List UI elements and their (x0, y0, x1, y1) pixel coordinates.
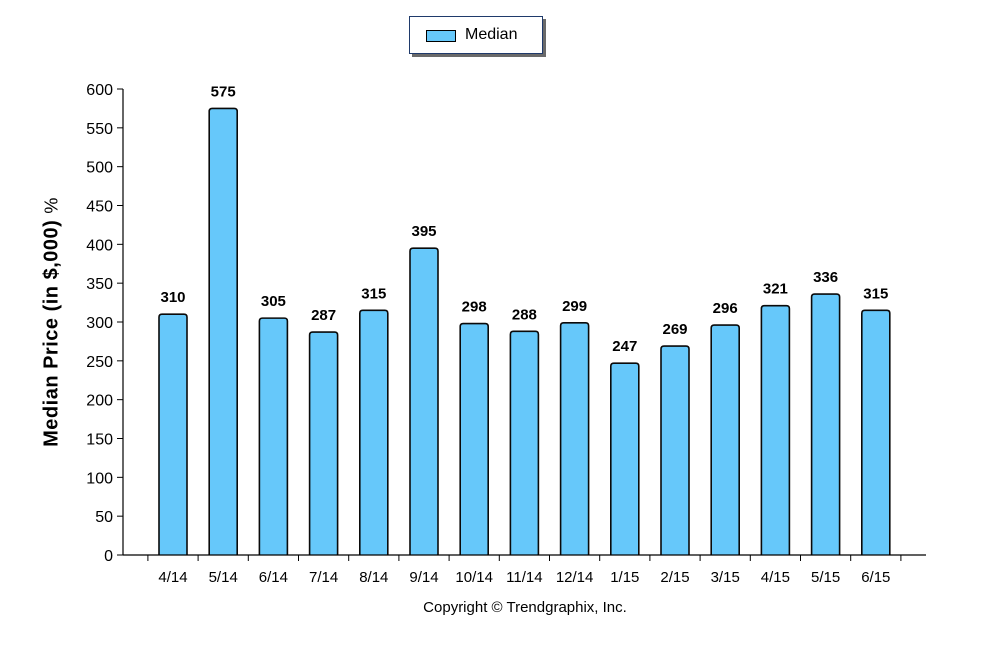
x-tick-label: 6/15 (861, 569, 890, 586)
y-tick-label: 100 (86, 470, 113, 487)
data-label: 336 (813, 269, 838, 286)
copyright-notice: Copyright © Trendgraphix, Inc. (423, 599, 627, 616)
bar (610, 362, 640, 555)
x-tick-label: 2/15 (660, 569, 689, 586)
bar (509, 330, 540, 555)
x-tick-label: 8/14 (359, 569, 388, 586)
legend-label-median: Median (465, 26, 518, 43)
bar (359, 309, 389, 555)
x-tick-label: 6/14 (259, 569, 288, 586)
bar (158, 313, 188, 555)
x-tick-label: 4/15 (761, 569, 790, 586)
data-label: 287 (311, 307, 336, 324)
x-tick-label: 12/14 (556, 569, 594, 586)
y-tick-label: 250 (86, 354, 113, 371)
data-label: 299 (562, 298, 587, 315)
data-label: 575 (211, 83, 236, 100)
legend: Median (409, 16, 543, 54)
data-label: 315 (863, 285, 888, 302)
legend-swatch-median (426, 30, 456, 42)
bar (459, 322, 489, 555)
y-tick-label: 0 (104, 548, 113, 565)
y-tick-label: 550 (86, 121, 113, 138)
y-tick-label: 150 (86, 432, 113, 449)
x-tick-label: 5/14 (209, 569, 238, 586)
x-tick-label: 4/14 (158, 569, 187, 586)
data-label: 298 (462, 299, 487, 316)
x-tick-label: 9/14 (409, 569, 438, 586)
bar (760, 304, 791, 555)
data-label: 296 (713, 300, 738, 317)
bar (258, 317, 289, 555)
bar (710, 324, 740, 555)
data-label: 305 (261, 293, 286, 310)
data-label: 247 (612, 338, 637, 355)
y-tick-label: 350 (86, 276, 113, 293)
bar (208, 107, 238, 555)
data-label: 321 (763, 281, 788, 298)
y-tick-label: 450 (86, 199, 113, 216)
y-tick-label: 200 (86, 393, 113, 410)
x-tick-label: 7/14 (309, 569, 338, 586)
y-tick-label: 500 (86, 160, 113, 177)
y-tick-label: 50 (95, 509, 113, 526)
x-tick-label: 1/15 (610, 569, 639, 586)
y-tick-label: 400 (86, 237, 113, 254)
bar (660, 345, 690, 555)
data-label: 315 (361, 285, 386, 302)
x-tick-label: 10/14 (455, 569, 493, 586)
data-label: 269 (662, 321, 687, 338)
data-label: 310 (160, 289, 185, 306)
bar (861, 309, 891, 555)
x-tick-label: 11/14 (506, 569, 542, 586)
bar (810, 293, 841, 555)
y-tick-label: 300 (86, 315, 113, 332)
data-label: 395 (411, 223, 436, 240)
y-tick-label: 600 (86, 82, 113, 99)
data-label: 288 (512, 306, 537, 323)
x-tick-label: 3/15 (711, 569, 740, 586)
bar (409, 247, 439, 555)
x-tick-label: 5/15 (811, 569, 840, 586)
bar (559, 321, 590, 555)
bar (308, 331, 339, 555)
